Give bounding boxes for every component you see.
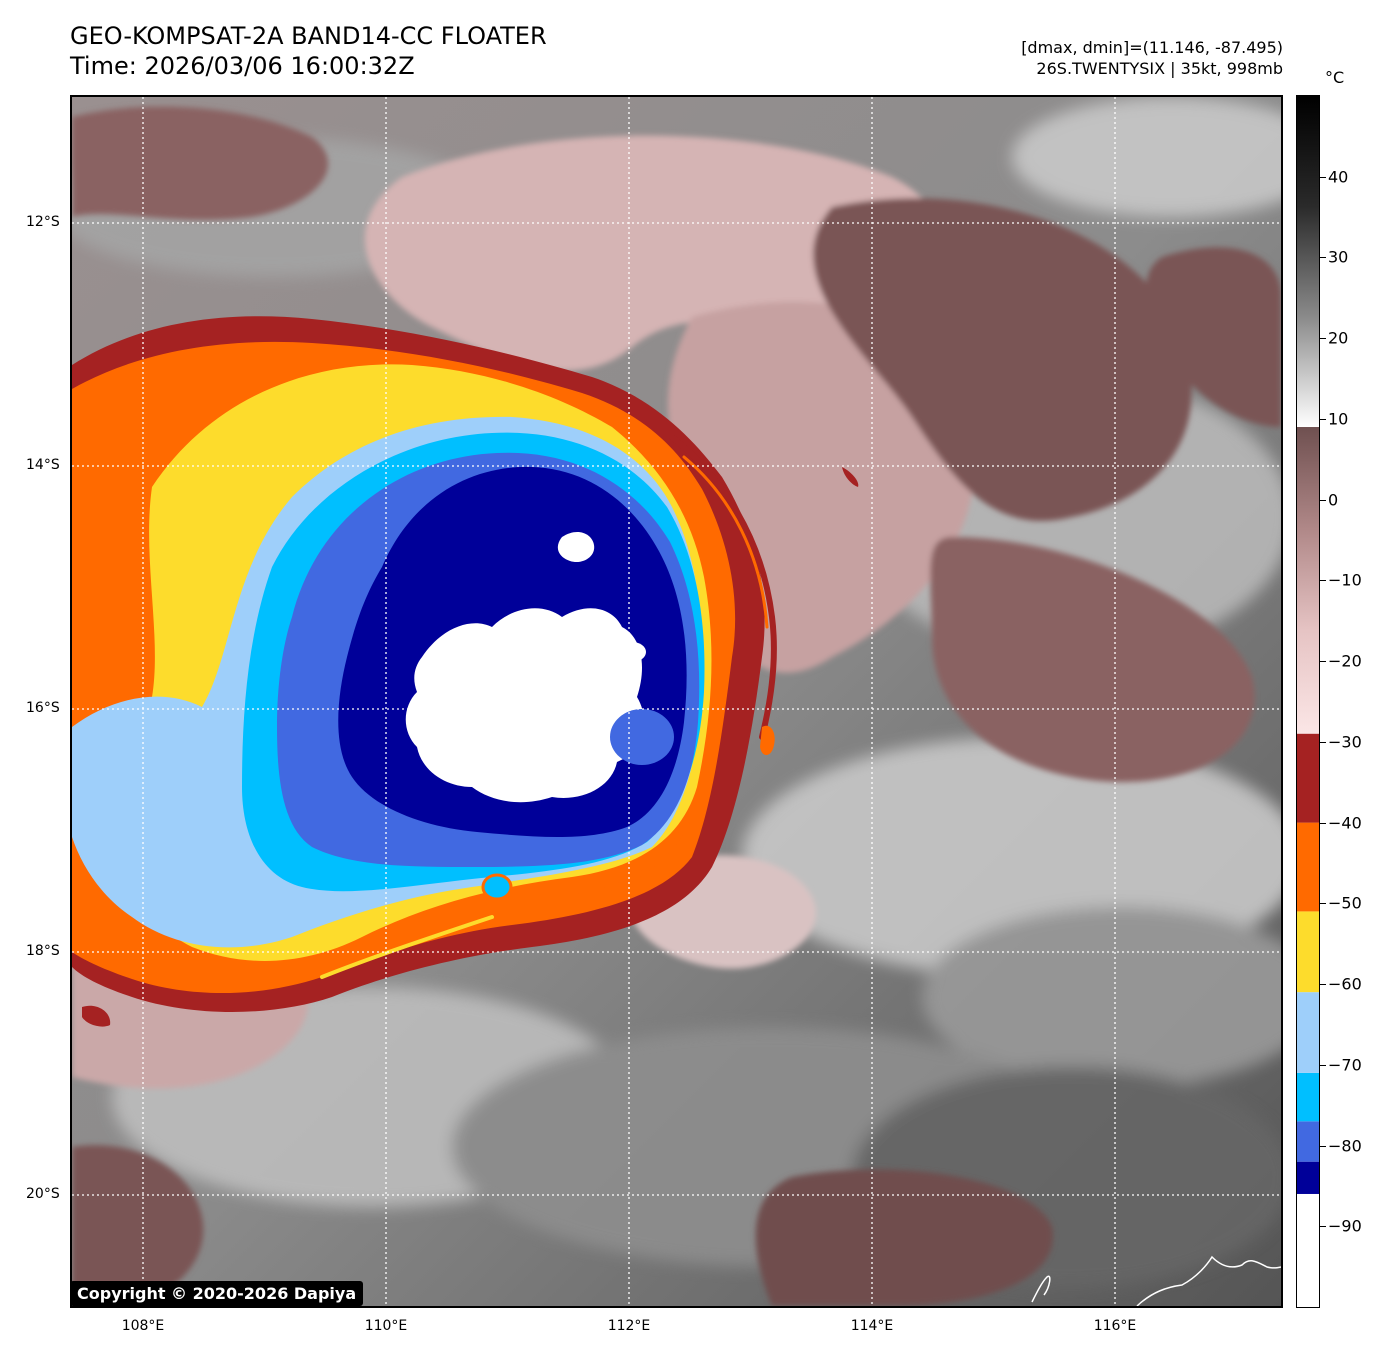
lat-label-14s: 14°S <box>26 457 60 473</box>
colorbar-tick-label: 20 <box>1328 328 1349 348</box>
lat-label-18s: 18°S <box>26 943 60 959</box>
timestamp: Time: 2026/03/06 16:00:32Z <box>70 52 415 80</box>
colorbar <box>1296 95 1320 1308</box>
rain-band-outer <box>320 434 777 979</box>
satellite-imagery <box>72 97 1281 1306</box>
colorbar-tick-label: 40 <box>1328 167 1349 187</box>
colorbar-tick <box>1320 499 1326 501</box>
satellite-map <box>70 95 1283 1308</box>
colorbar-tick <box>1320 338 1326 340</box>
colorbar-tick-label: −40 <box>1328 813 1362 833</box>
colorbar-tick <box>1320 903 1326 905</box>
isolated-red-cell <box>760 725 775 756</box>
colorbar-tick <box>1320 580 1326 582</box>
small-convective-cell <box>481 873 513 901</box>
coastline <box>1031 1255 1281 1306</box>
value-range: [dmax, dmin]=(11.146, -87.495) <box>1021 38 1283 57</box>
cold-overshoot-spot <box>557 531 595 563</box>
lon-label-114e: 114°E <box>850 1318 894 1334</box>
embedded-blue-cell <box>610 709 674 765</box>
lat-label-12s: 12°S <box>26 214 60 230</box>
colorbar-tick-label: −10 <box>1328 570 1362 590</box>
lat-label-20s: 20°S <box>26 1186 60 1202</box>
band-coldest-white <box>405 608 645 803</box>
cirrus-field <box>72 106 1281 1306</box>
colorbar-band <box>1297 992 1319 1073</box>
lon-label-110e: 110°E <box>364 1318 408 1334</box>
colorbar-tick <box>1320 741 1326 743</box>
storm-info: 26S.TWENTYSIX | 35kt, 998mb <box>1036 59 1283 78</box>
colorbar-band <box>1297 1072 1319 1122</box>
colorbar-tick-label: −90 <box>1328 1216 1362 1236</box>
colorbar-tick-label: 10 <box>1328 409 1349 429</box>
colorbar-gradient-segment <box>1297 427 1319 734</box>
colorbar-band <box>1297 911 1319 993</box>
colorbar-band <box>1297 733 1319 823</box>
lon-label-108e: 108°E <box>121 1318 165 1334</box>
colorbar-tick <box>1320 176 1326 178</box>
colorbar-tick <box>1320 257 1326 259</box>
red-streak-north <box>842 467 859 487</box>
colorbar-band <box>1297 822 1319 912</box>
colorbar-tick-label: −20 <box>1328 651 1362 671</box>
colorbar-tick <box>1320 1226 1326 1228</box>
red-patch-west <box>82 1005 111 1027</box>
lon-label-116e: 116°E <box>1093 1318 1137 1334</box>
colorbar-scale <box>1297 96 1319 1307</box>
lat-label-16s: 16°S <box>26 700 60 716</box>
colorbar-unit: °C <box>1325 68 1345 87</box>
colorbar-tick-label: −50 <box>1328 893 1362 913</box>
colorbar-tick-label: 30 <box>1328 247 1349 267</box>
colorbar-tick-label: 0 <box>1328 490 1339 510</box>
colorbar-tick <box>1320 822 1326 824</box>
colorbar-tick-label: −60 <box>1328 974 1362 994</box>
colorbar-tick <box>1320 984 1326 986</box>
colorbar-tick <box>1320 1064 1326 1066</box>
colorbar-gradient-segment <box>1297 96 1319 428</box>
cold-cell-east <box>618 642 646 662</box>
colorbar-tick-label: −30 <box>1328 732 1362 752</box>
colorbar-tick <box>1320 1145 1326 1147</box>
chart-title: GEO-KOMPSAT-2A BAND14-CC FLOATER <box>70 22 547 50</box>
storm-cloud-shield <box>72 316 765 1012</box>
copyright-badge: Copyright © 2020-2026 Dapiya <box>70 1281 364 1306</box>
lon-label-112e: 112°E <box>607 1318 651 1334</box>
colorbar-tick <box>1320 661 1326 663</box>
colorbar-band <box>1297 1161 1319 1194</box>
colorbar-tick-label: −80 <box>1328 1136 1362 1156</box>
colorbar-band <box>1297 1121 1319 1162</box>
colorbar-tick <box>1320 418 1326 420</box>
graticule <box>72 97 1281 1306</box>
colorbar-tick-label: −70 <box>1328 1055 1362 1075</box>
colorbar-band <box>1297 1193 1319 1307</box>
